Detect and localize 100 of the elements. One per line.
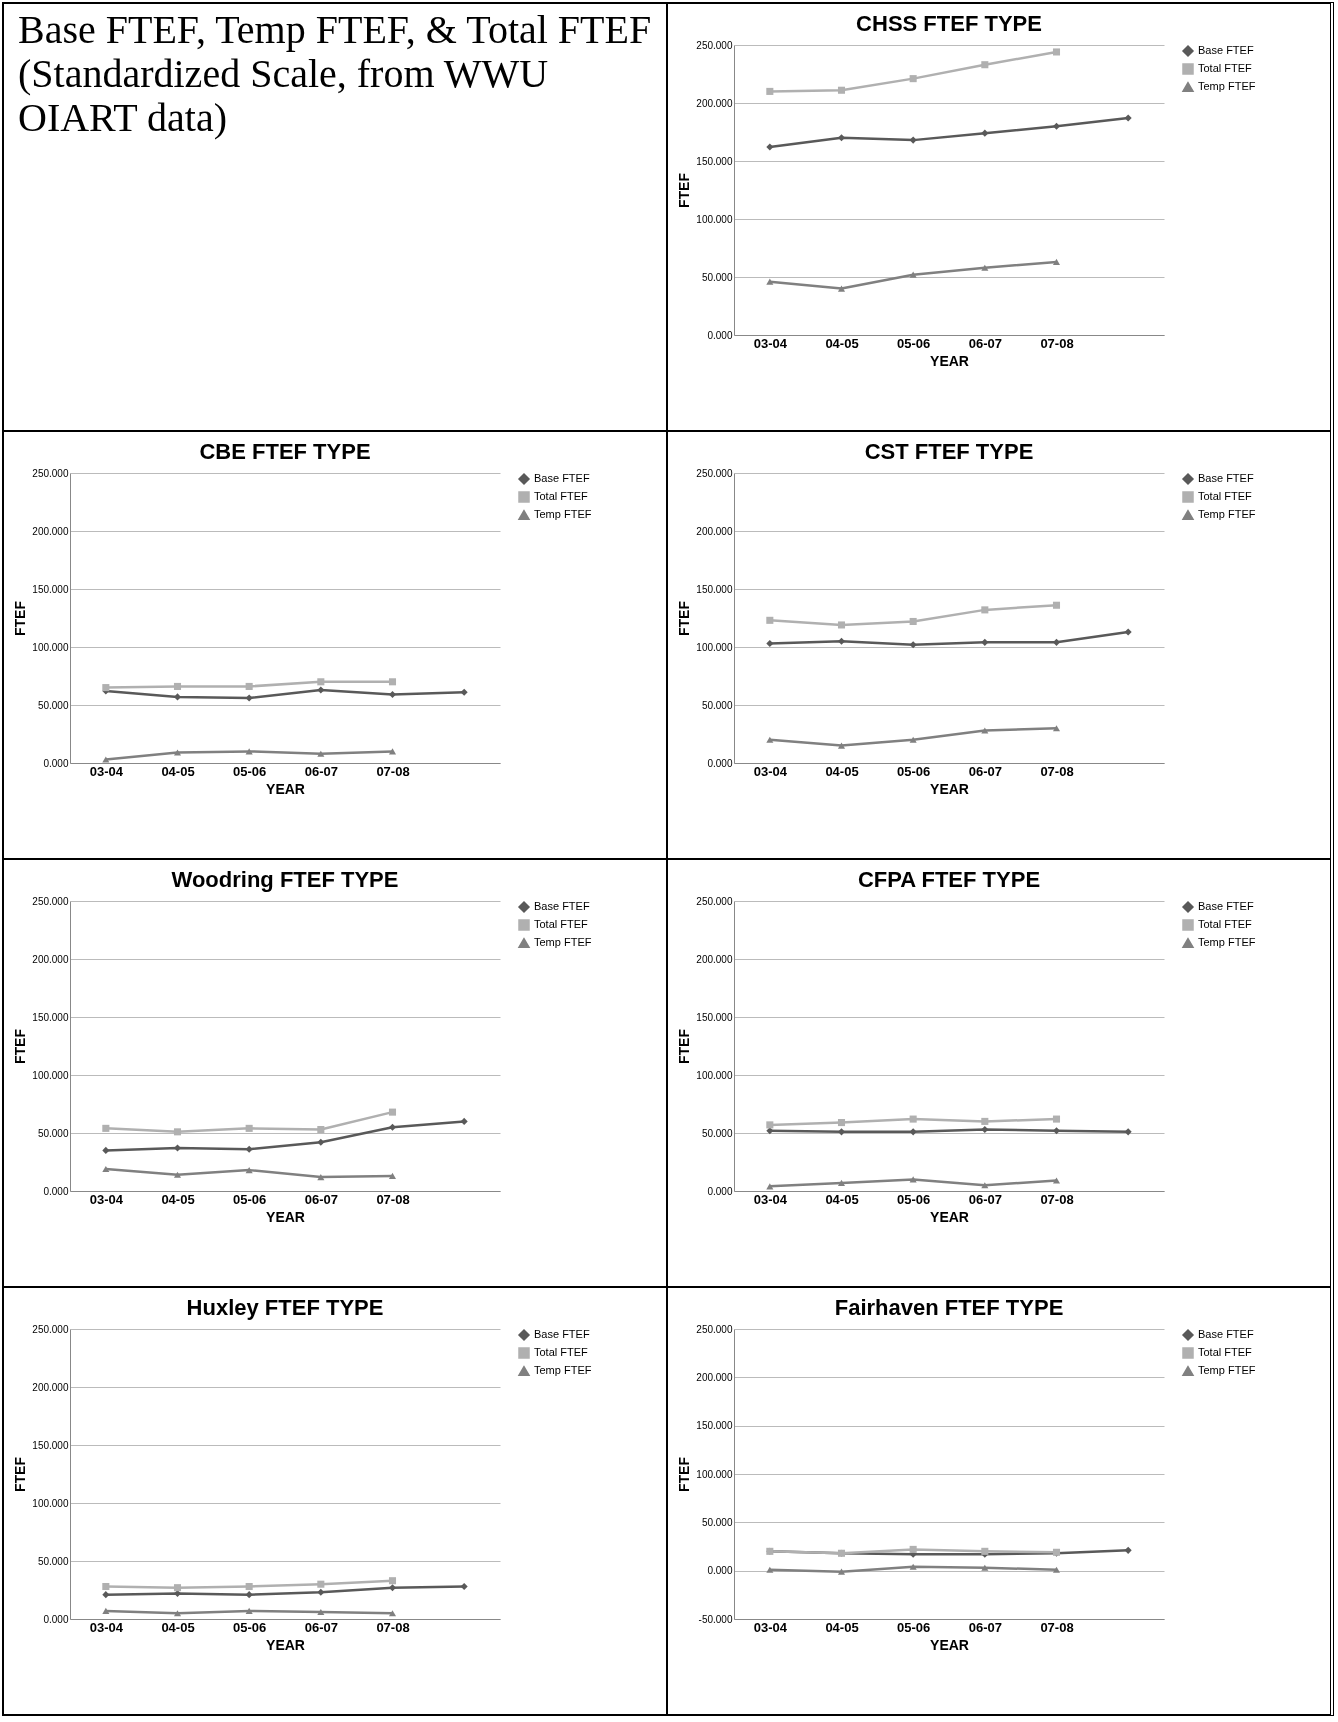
point: [981, 606, 989, 614]
point: [909, 1128, 917, 1136]
y-tick-label: 0.000: [707, 329, 733, 341]
x-tick-label: 05-06: [897, 335, 931, 351]
point: [766, 1127, 774, 1135]
y-axis-title: FTEF: [676, 1456, 693, 1492]
point: [388, 678, 397, 686]
y-tick-label: 150.000: [696, 1420, 733, 1432]
x-tick-label: 06-07: [968, 1619, 1002, 1635]
point: [837, 1568, 846, 1575]
point: [245, 694, 253, 702]
point: [837, 1119, 846, 1127]
x-tick-label: 04-05: [161, 1619, 195, 1635]
point: [909, 271, 917, 278]
point: [1124, 628, 1132, 636]
y-tick-label: 50.000: [37, 1555, 69, 1567]
y-tick-label: 0.000: [707, 1185, 733, 1197]
legend-label: Base FTEF: [534, 900, 590, 912]
y-tick-label: 100.000: [696, 1069, 733, 1081]
y-tick-label: 250.000: [696, 1323, 733, 1335]
chart-title: Woodring FTEF TYPE: [171, 867, 399, 892]
point: [1052, 725, 1061, 732]
point: [317, 1588, 325, 1596]
x-tick-label: 06-07: [304, 763, 338, 779]
y-axis-title: FTEF: [676, 600, 693, 636]
point: [837, 285, 846, 292]
point: [909, 136, 917, 144]
point: [102, 1591, 110, 1599]
y-tick-label: 100.000: [696, 213, 733, 225]
y-tick-label: 50.000: [37, 699, 69, 711]
point: [1052, 1115, 1061, 1123]
point: [460, 1117, 468, 1125]
point: [245, 1167, 253, 1174]
point: [173, 1171, 182, 1178]
point: [1052, 1566, 1061, 1573]
y-tick-label: 250.000: [696, 467, 733, 479]
point: [1124, 114, 1132, 122]
point: [1124, 1128, 1132, 1136]
x-axis-title: YEAR: [930, 780, 969, 797]
x-tick-label: 05-06: [897, 1191, 931, 1207]
point: [837, 742, 846, 749]
point: [102, 1165, 110, 1173]
x-tick-label: 05-06: [897, 763, 931, 779]
y-tick-label: -50.000: [698, 1613, 733, 1625]
legend-label: Total FTEF: [534, 1346, 589, 1358]
point: [460, 1582, 468, 1591]
legend-label: Total FTEF: [1198, 918, 1253, 930]
point: [837, 1179, 846, 1186]
point: [102, 1607, 110, 1614]
point: [909, 641, 917, 649]
legend-label: Base FTEF: [1198, 472, 1254, 484]
y-tick-label: 50.000: [701, 699, 733, 711]
y-tick-label: 0.000: [43, 757, 69, 769]
y-tick-label: 200.000: [696, 953, 733, 965]
x-tick-label: 03-04: [753, 763, 788, 779]
point: [388, 1577, 397, 1585]
point: [909, 617, 917, 626]
point: [766, 278, 774, 285]
point: [388, 691, 397, 699]
point: [245, 1582, 253, 1591]
legend-label: Temp FTEF: [1198, 508, 1256, 520]
point: [102, 756, 110, 763]
point: [981, 638, 989, 646]
chart-title: Huxley FTEF TYPE: [186, 1295, 384, 1320]
chart-title: CHSS FTEF TYPE: [856, 11, 1042, 36]
x-tick-label: 03-04: [753, 335, 788, 351]
point: [173, 1610, 182, 1617]
point: [317, 1138, 325, 1146]
legend-label: Total FTEF: [1198, 1346, 1253, 1358]
legend-label: Temp FTEF: [1198, 80, 1256, 92]
legend-label: Base FTEF: [1198, 44, 1254, 56]
y-tick-label: 0.000: [43, 1185, 69, 1197]
legend-label: Temp FTEF: [1198, 1364, 1256, 1376]
point: [1052, 258, 1061, 265]
legend-label: Total FTEF: [534, 918, 589, 930]
point: [173, 1128, 182, 1136]
point: [245, 1124, 253, 1132]
x-tick-label: 07-08: [1040, 1191, 1074, 1207]
chart-title: CBE FTEF TYPE: [199, 439, 371, 464]
point: [981, 1125, 989, 1134]
point: [909, 1545, 917, 1553]
point: [766, 639, 774, 648]
legend-label: Temp FTEF: [534, 1364, 592, 1376]
point: [317, 750, 325, 757]
chart-title: Fairhaven FTEF TYPE: [834, 1295, 1064, 1320]
x-axis-title: YEAR: [266, 780, 305, 797]
y-axis-title: FTEF: [12, 1028, 29, 1064]
point: [317, 1608, 325, 1616]
chart-title: CFPA FTEF TYPE: [857, 867, 1041, 892]
point: [837, 86, 846, 94]
x-axis-title: YEAR: [930, 1208, 969, 1225]
x-tick-label: 06-07: [304, 1191, 338, 1207]
x-tick-label: 04-05: [825, 1191, 859, 1207]
x-tick-label: 07-08: [1040, 763, 1074, 779]
point: [245, 682, 253, 690]
point: [317, 1580, 325, 1588]
point: [460, 688, 468, 696]
point: [245, 1145, 253, 1153]
point: [102, 1124, 110, 1132]
x-tick-label: 07-08: [1040, 335, 1074, 351]
